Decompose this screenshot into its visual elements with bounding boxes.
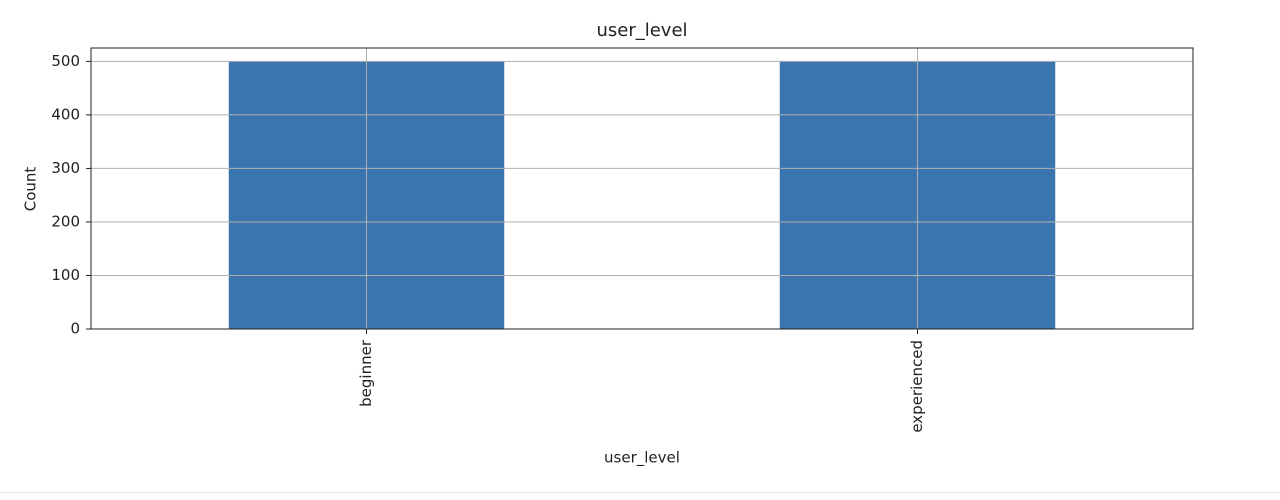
chart-title: user_level (596, 20, 687, 41)
x-axis-label: user_level (604, 449, 680, 468)
y-axis-label: Count (22, 167, 40, 212)
y-tick-label: 300 (51, 159, 80, 177)
plot-frame (90, 47, 1194, 330)
x-tick-label: experienced (908, 340, 926, 433)
y-tick-label: 500 (51, 52, 80, 70)
x-tick-label: beginner (357, 339, 375, 407)
y-tick-label: 100 (51, 266, 80, 284)
y-tick-label: 0 (70, 320, 80, 338)
y-tick-label: 200 (51, 212, 80, 230)
y-tick-label: 400 (51, 105, 80, 123)
